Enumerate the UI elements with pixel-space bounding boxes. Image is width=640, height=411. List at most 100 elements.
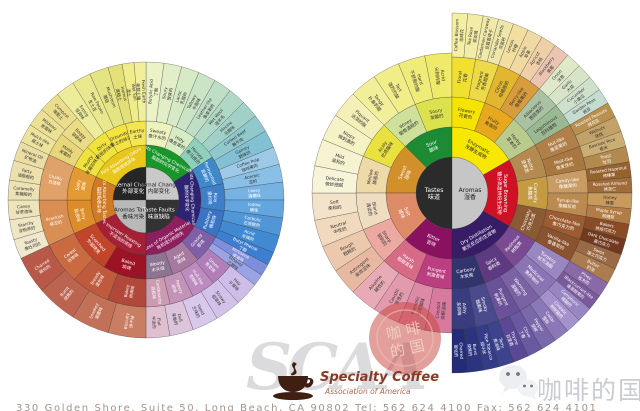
- flavor-wheel-label-roasted-hazelnut: Roasted Hazelnut烤榛果: [590, 165, 628, 181]
- taints-faults-wheel-label-taste-faults: Taste Faults 味道缺陷: [142, 208, 175, 221]
- flavor-wheel-label-sugar-browning: Sugar Browning糖分高温烘焙生成物: [496, 171, 508, 214]
- logo-title: Specialty Coffee: [320, 370, 440, 385]
- taints-faults-wheel-label-gamey: Gamey野味的: [234, 144, 253, 161]
- taints-faults-wheel-label-fresh-earth: Fresh Earth新鲜土壤: [134, 80, 146, 105]
- flavor-wheel-label-pipe-tobacco: Pipe Tobacco烟斗丝: [477, 333, 494, 362]
- flavor-wheel-label-soft: Soft柔和的: [327, 199, 342, 212]
- taints-faults-wheel-label-flat: Flat平淡的: [150, 315, 162, 329]
- flavor-wheel-label-nutty: Nutty坚果类: [520, 157, 536, 174]
- taints-faults-wheel-label-soury: Soury馊臭的: [161, 86, 175, 101]
- taints-faults-wheel-segment-fresh-earth: [133, 61, 147, 122]
- taints-faults-wheel-label-acerbic: Acerbic涩的: [244, 172, 262, 186]
- taints-faults-wheel-label-aromas-taints: Aromas Taints 香味污染: [114, 208, 153, 221]
- taints-faults-wheel-segment-compost: [41, 93, 78, 131]
- flavor-wheel-label-walnuts: Walnuts核桃: [588, 125, 608, 142]
- taints-faults-wheel-label-cardboardy: Cardboardy纸板味: [149, 280, 163, 306]
- coffee-cup-icon: [273, 362, 314, 400]
- flavor-wheel-label-soury: Soury发酸的: [429, 107, 445, 121]
- taints-faults-wheel-label-lactic: Lactic乳酸的: [174, 89, 189, 105]
- logo-subtitle: Association of America: [325, 387, 411, 396]
- taints-faults-wheel-label-fats-absorbing-tastes: Fats Absorbing Tastes脂肪吸收杂味: [95, 176, 107, 224]
- flavor-wheel-label-malt-like: Malt-like像麦芽的: [554, 156, 576, 172]
- taints-faults-wheel-label-fatty: Fatty油脂般的: [17, 167, 36, 182]
- taints-faults-wheel-label-brackish: Brackish咸涩的: [45, 213, 65, 228]
- taints-faults-wheel-label-caney: Caney甘蔗渣味: [15, 203, 33, 216]
- taints-faults-wheel-label-woody: Woody木头味: [149, 260, 166, 274]
- flavor-wheel-label-apple: Apple苹果: [518, 45, 534, 61]
- stamp-char: 的: [388, 340, 406, 361]
- taints-faults-wheel-label-caramelly: Caramelly焦糖般的: [13, 185, 36, 198]
- taints-faults-wheel-label-bakey: Bakey烘烤味: [123, 284, 137, 299]
- flavor-wheel-label-ashy: Ashy灰烬味: [455, 301, 468, 316]
- flavor-wheel-label-aromas: Aromas 湿香: [459, 187, 482, 201]
- taints-faults-wheel-label-dull: Dull呆板的: [170, 311, 184, 326]
- flavor-wheel-label-mild: Mild温和的: [331, 152, 348, 167]
- stamp-char: 国: [408, 336, 426, 357]
- flavor-wheel-label-delicate: Delicate微妙细腻: [325, 176, 345, 189]
- flavor-wheel-label-tea-rose: Tea Rose茶玫瑰: [466, 26, 480, 47]
- flavor-wheel-label-charred: Charred碳化的: [452, 342, 464, 359]
- flavor-wheel-label-roasted-almond: Roasted Almond烤杏仁: [593, 180, 628, 193]
- taints-faults-wheel-label-aged: Aged陈味: [172, 250, 188, 266]
- taints-faults-wheel-label-baked: Baked烘烤: [119, 258, 136, 273]
- flavor-wheel-label-lemon: Lemon柠檬: [505, 38, 521, 56]
- flavor-wheel-label-tarry: Tarry焦油味: [492, 336, 507, 352]
- taints-faults-wheel-label-sweaty: Sweaty像汗水的: [148, 128, 168, 143]
- stamp-char: 咖: [385, 323, 403, 344]
- flavor-wheel-label-tastes: Tastes 味道: [424, 187, 444, 201]
- scaa-logo: Specialty Coffee Association of America: [270, 360, 440, 404]
- flavor-wheel-label-syrup-like: Syrup-like像糖浆的: [556, 197, 580, 211]
- taints-faults-wheel-label-smokey: Smokey烟熏味: [88, 302, 105, 322]
- flavor-wheel-label-maple-syrup: Maple Syrup枫糖浆: [595, 207, 623, 222]
- flavor-wheel-label-toast: Toast吐司: [599, 153, 613, 166]
- taints-faults-wheel-label-salty: Salty咸味: [74, 179, 88, 193]
- flavor-wheel-label-fragrant: Fragrant芳香甜美: [475, 70, 491, 92]
- taints-faults-wheel-label-acids-changing-chemically: Acids Changing Chemically酸的化学变化: [182, 168, 196, 228]
- taints-faults-wheel-label-starchy: Starchy淀粉质的: [17, 220, 36, 235]
- taints-faults-wheel-label-external-changes: External Changes 外部变化: [109, 182, 158, 195]
- taints-faults-wheel-label-carbolic: Carbolic石炭酸的: [243, 215, 263, 230]
- flavor-wheel-label-pungent: Pungent刺激苦味: [426, 266, 447, 281]
- red-seal-stamp: 咖啡的国: [369, 302, 441, 374]
- flavor-wheel-label-acrid: Acrid尖刻的酸: [433, 66, 446, 86]
- flavor-wheel-label-honey: Honey蜂蜜: [603, 195, 617, 207]
- flavor-wheel-label-thyme: Thyme百里香: [503, 330, 520, 349]
- flavor-wheel-label-floral: Floral花香: [457, 71, 470, 84]
- flavor-wheel-label-cedar: Cedar雪松: [539, 310, 556, 327]
- flavor-wheel-label-clove: Clove丁香: [517, 326, 533, 342]
- flavor-wheel-label-salt: Salt咸味: [397, 206, 412, 220]
- flavor-wheel-label-burnt: Burnt烧焦的: [465, 343, 478, 357]
- address-footer-cropped: 330 Golden Shore, Suite 50, Long Beach, …: [16, 403, 598, 411]
- flavor-wheel-label-smoky: Smoky烟熏味: [474, 296, 489, 314]
- taints-faults-wheel-label-wet-soil: Wet Soil湿土: [124, 83, 138, 101]
- flavor-wheel-segment-charred: [451, 328, 468, 374]
- taints-faults-wheel-label-internal-changes: Internal Changes 内部变化: [135, 182, 182, 195]
- flavor-wheel-label-mellow: Mellow醇香的: [366, 168, 381, 186]
- taints-faults-wheel-label-leesy: Leesy酒糟味: [248, 187, 262, 199]
- flavor-wheel-label-bland: Bland清淡的: [365, 201, 379, 217]
- taints-faults-wheel-label-briny: Briny盐卤味: [73, 207, 87, 223]
- flavor-wheel-label-bakers: Bakers烘焙巧克力: [595, 220, 618, 236]
- flavor-wheel-label-flowery: Flowery花香的: [456, 107, 476, 122]
- taints-faults-wheel-label-butyric-acid: Butyric Acid丁酸: [147, 79, 160, 105]
- stamp-char: 啡: [404, 319, 422, 340]
- taints-faults-wheel-label-rubbery: Rubbery橡胶味: [202, 210, 219, 232]
- flavor-wheel-label-sweet: Sweet甜味: [397, 165, 414, 183]
- flavor-wheel-label-candy-like: Candy-like像糖果的: [555, 177, 580, 191]
- taints-faults-wheel-label-earthy: Earthy土味: [129, 128, 145, 142]
- site-watermark-text: 咖啡的国: [537, 376, 640, 405]
- flavor-wheel-label-neutral: Neutral中性的: [330, 220, 349, 236]
- taints-faults-wheel-label-vapid: Vapid乏味的: [190, 303, 206, 319]
- flavor-wheel-label-sour: Sour酸味: [425, 139, 440, 154]
- flavor-wheel-label-coffee-blossom: Coffee Blossom咖啡花: [453, 19, 466, 52]
- flavor-wheel-label-carbony: Carbony木炭类: [456, 266, 477, 281]
- wechat-icon: [496, 362, 542, 408]
- flavor-wheel-label-butter: Butter奶油: [583, 258, 600, 274]
- taints-faults-wheel-label-papery: Papery纸味: [169, 279, 185, 297]
- taints-faults-wheel-label-rioy: Rioy里约味: [206, 191, 218, 205]
- taints-faults-wheel-label-acrid: Acrid辛辣的: [241, 228, 257, 243]
- taints-faults-wheel-label-biscuity: Biscuity饼干味: [123, 312, 137, 330]
- flavor-wheel-label-creosol: Creosol杂酚油味: [435, 300, 448, 320]
